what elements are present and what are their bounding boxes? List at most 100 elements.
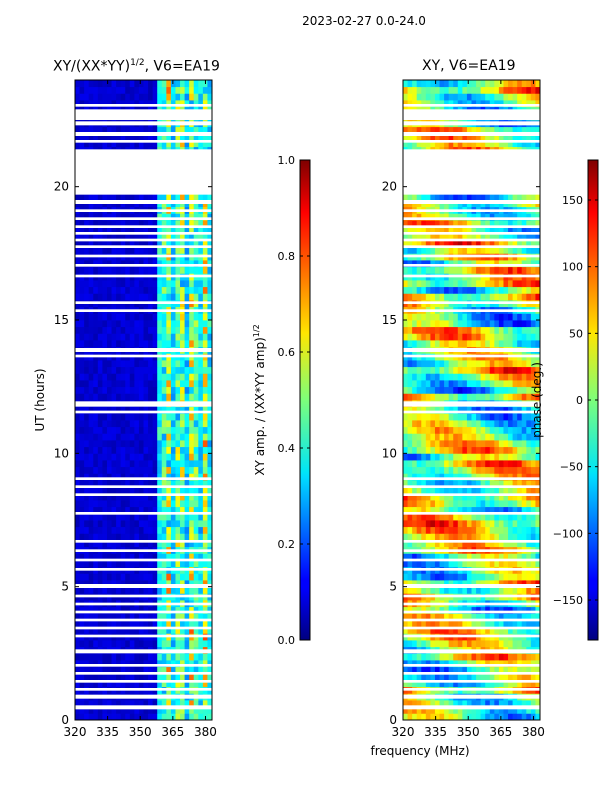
heatmap-cell: [166, 520, 172, 528]
heatmap-cell: [79, 713, 85, 721]
heatmap-cell: [152, 613, 158, 621]
heatmap-cell: [88, 606, 94, 614]
heatmap-cell: [184, 520, 190, 528]
heatmap-cell: [517, 393, 523, 401]
heatmap-cell: [106, 680, 112, 688]
heatmap-cell: [425, 573, 431, 581]
heatmap-cell: [448, 293, 454, 301]
heatmap-cell: [161, 140, 167, 148]
heatmap-cell: [184, 380, 190, 388]
heatmap-cell: [526, 313, 532, 321]
heatmap-cell: [79, 526, 85, 534]
heatmap-cell: [412, 386, 418, 394]
heatmap-cell: [180, 360, 185, 368]
heatmap-cell: [116, 440, 122, 448]
heatmap-cell: [535, 293, 541, 301]
heatmap-cell: [512, 386, 518, 394]
heatmap-cell: [193, 406, 199, 414]
heatmap-cell: [494, 446, 500, 454]
heatmap-cell: [125, 653, 131, 661]
heatmap-cell: [466, 433, 472, 441]
heatmap-cell: [180, 673, 185, 681]
heatmap-cell: [134, 380, 140, 388]
heatmap-cell: [152, 526, 158, 534]
heatmap-cell: [198, 360, 204, 368]
heatmap-cell: [453, 520, 459, 528]
heatmap-cell: [517, 666, 523, 674]
heatmap-cell: [466, 493, 472, 501]
heatmap-cell: [480, 620, 486, 628]
heatmap-cell: [416, 313, 422, 321]
heatmap-cell: [97, 706, 103, 714]
heatmap-cell: [535, 326, 541, 334]
heatmap-cell: [161, 100, 167, 108]
heatmap-cell: [193, 286, 199, 294]
heatmap-cell: [125, 620, 131, 628]
heatmap-cell: [526, 560, 532, 568]
heatmap-cell: [161, 380, 167, 388]
heatmap-cell: [152, 373, 158, 381]
heatmap-cell: [530, 533, 536, 541]
heatmap-cell: [476, 560, 482, 568]
heatmap-cell: [88, 126, 94, 134]
heatmap-cell: [120, 700, 126, 708]
heatmap-cell: [111, 673, 117, 681]
heatmap-cell: [102, 293, 108, 301]
heatmap-cell: [93, 246, 99, 254]
heatmap-cell: [407, 640, 413, 648]
heatmap-cell: [485, 553, 491, 561]
heatmap-cell: [134, 266, 140, 274]
heatmap-cell: [439, 653, 445, 661]
heatmap-cell: [134, 333, 140, 341]
heatmap-cell: [430, 513, 436, 521]
heatmap-cell: [498, 393, 504, 401]
heatmap-cell: [75, 660, 80, 668]
heatmap-cell: [189, 580, 195, 588]
heatmap-cell: [143, 326, 149, 334]
heatmap-cell: [148, 626, 154, 634]
heatmap-cell: [75, 573, 80, 581]
heatmap-cell: [448, 713, 454, 721]
heatmap-cell: [207, 320, 213, 328]
heatmap-cell: [471, 560, 477, 568]
heatmap-cell: [498, 660, 504, 668]
heatmap-cell: [530, 380, 536, 388]
heatmap-cell: [485, 446, 491, 454]
heatmap-cell: [189, 100, 195, 108]
heatmap-cell: [448, 320, 454, 328]
heatmap-cell: [198, 100, 204, 108]
heatmap-cell: [111, 660, 117, 668]
heatmap-cell: [193, 680, 199, 688]
heatmap-cell: [494, 453, 500, 461]
heatmap-cell: [84, 246, 90, 254]
heatmap-cell: [521, 440, 527, 448]
heatmap-cell: [193, 246, 199, 254]
heatmap-cell: [157, 620, 163, 628]
heatmap-cell: [88, 220, 94, 228]
heatmap-cell: [143, 700, 149, 708]
heatmap-cell: [129, 466, 135, 474]
heatmap-cell: [97, 500, 103, 508]
heatmap-cell: [148, 426, 154, 434]
heatmap-cell: [453, 586, 459, 594]
heatmap-cell: [480, 526, 486, 534]
heatmap-cell: [434, 453, 440, 461]
heatmap-cell: [175, 233, 181, 241]
heatmap-cell: [453, 560, 459, 568]
heatmap-cell: [97, 506, 103, 514]
heatmap-cell: [152, 660, 158, 668]
heatmap-cell: [138, 506, 144, 514]
heatmap-cell: [184, 240, 190, 248]
heatmap-cell: [106, 373, 112, 381]
heatmap-cell: [88, 213, 94, 221]
heatmap-cell: [412, 313, 418, 321]
heatmap-cell: [189, 606, 195, 614]
heatmap-cell: [444, 340, 450, 348]
heatmap-cell: [148, 500, 154, 508]
heatmap-cell: [129, 700, 135, 708]
heatmap-cell: [170, 433, 176, 441]
heatmap-cell: [434, 500, 440, 508]
heatmap-cell: [403, 640, 408, 648]
heatmap-cell: [403, 466, 408, 474]
heatmap-cell: [102, 453, 108, 461]
